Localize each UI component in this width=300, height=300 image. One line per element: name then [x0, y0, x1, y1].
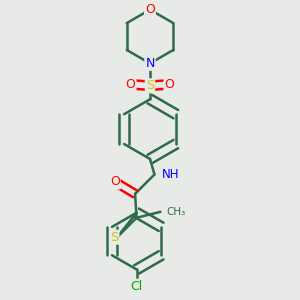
Text: O: O	[164, 78, 174, 91]
Text: O: O	[110, 176, 120, 188]
Text: O: O	[145, 3, 155, 16]
Text: O: O	[126, 78, 136, 91]
Text: S: S	[110, 231, 118, 244]
Text: CH₃: CH₃	[167, 207, 186, 217]
Text: NH: NH	[162, 168, 179, 181]
Text: Cl: Cl	[130, 280, 143, 293]
Text: N: N	[145, 57, 155, 70]
Text: S: S	[146, 79, 154, 92]
